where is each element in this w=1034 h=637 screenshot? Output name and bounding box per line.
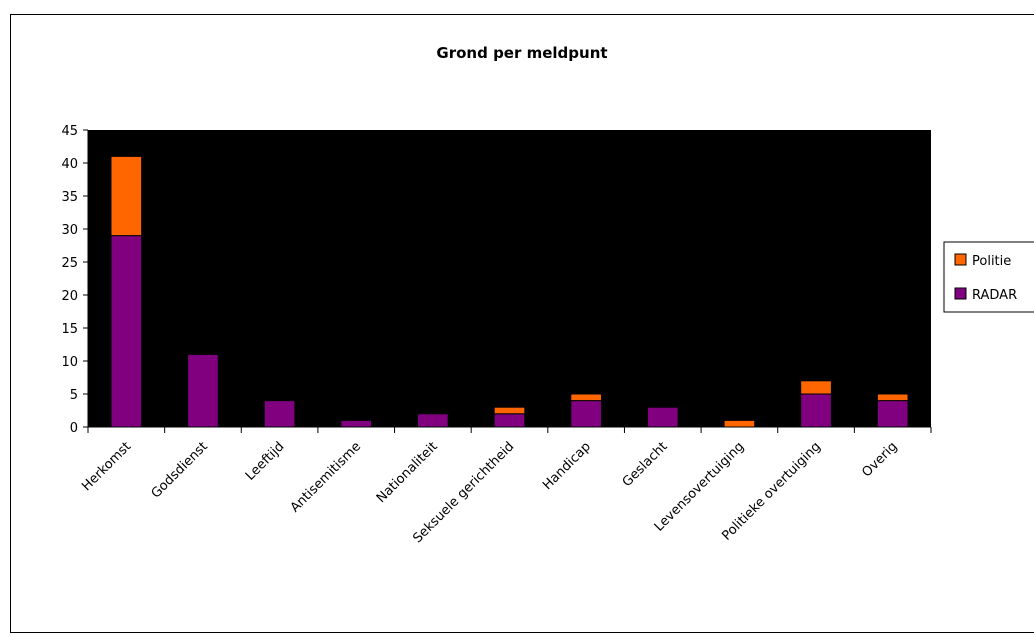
legend-label-radar: RADAR <box>972 288 1017 303</box>
y-axis: 0 5 10 15 20 25 30 35 40 45 <box>61 124 89 436</box>
bar-segment-politie <box>493 406 526 415</box>
chart-title: Grond per meldpunt <box>436 44 607 62</box>
bar-segment-radar <box>646 406 679 428</box>
plot-area <box>88 130 931 427</box>
legend: Politie RADAR <box>943 241 1034 313</box>
bar-segment-radar <box>876 400 909 428</box>
bar-segment-radar <box>187 353 219 428</box>
bar-segment-radar <box>263 400 296 428</box>
bar-segment-radar <box>417 413 449 428</box>
bar-segment-radar <box>800 393 832 428</box>
legend-label-politie: Politie <box>972 254 1011 269</box>
y-tick-label: 45 <box>61 124 78 139</box>
y-tick-label: 10 <box>61 355 78 370</box>
y-tick-label: 0 <box>70 421 78 436</box>
y-tick-label: 5 <box>70 388 78 403</box>
y-tick-label: 35 <box>61 190 78 205</box>
y-tick-label: 40 <box>61 157 78 172</box>
y-tick-label: 15 <box>61 322 78 337</box>
bar-segment-politie <box>110 155 143 237</box>
bar-segment-radar <box>110 235 143 428</box>
y-tick-label: 20 <box>61 289 78 304</box>
bar-segment-politie <box>570 393 602 402</box>
bar-segment-radar <box>493 413 526 428</box>
bar-segment-radar <box>340 419 373 428</box>
bar-segment-politie <box>723 419 756 428</box>
bars <box>110 155 909 428</box>
bar-segment-politie <box>800 380 832 395</box>
y-tick-label: 30 <box>61 223 78 238</box>
y-tick-label: 25 <box>61 256 78 271</box>
bar-segment-politie <box>876 393 909 402</box>
legend-swatch-politie <box>954 253 967 266</box>
legend-swatch-radar <box>954 287 967 300</box>
bar-segment-radar <box>570 400 602 428</box>
